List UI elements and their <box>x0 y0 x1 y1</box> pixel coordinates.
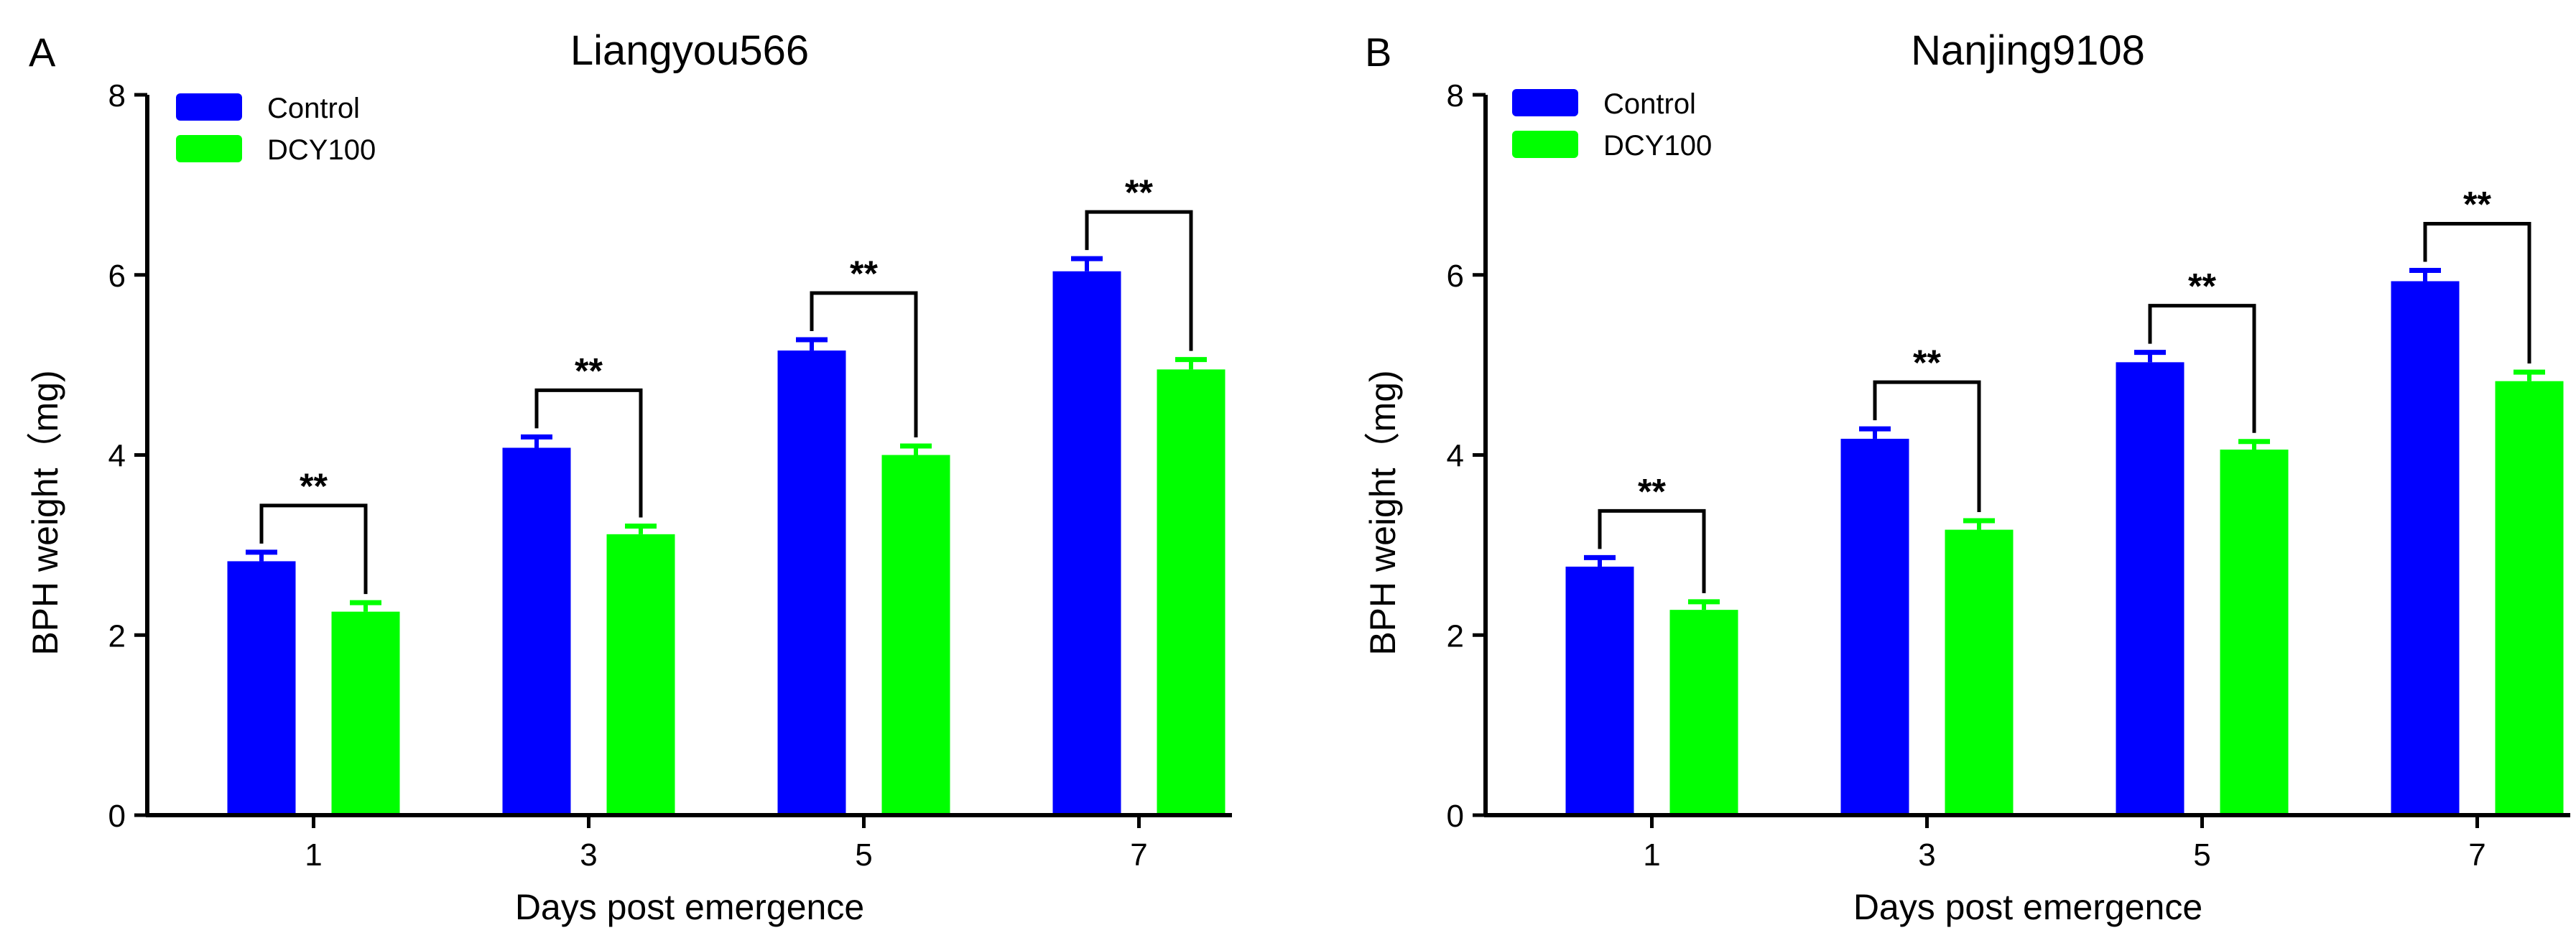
x-tick-label: 1 <box>305 837 322 873</box>
y-tick-label: 0 <box>108 799 126 834</box>
significance-bracket <box>2423 221 2531 364</box>
x-tick-label: 5 <box>855 837 872 873</box>
significance-bracket <box>1598 508 1706 593</box>
axes <box>145 95 1232 817</box>
bar-group <box>1565 267 2564 815</box>
y-tick-label: 8 <box>1447 78 1464 113</box>
bar-dcy100 <box>331 611 400 815</box>
panel-letter: B <box>1365 29 1391 75</box>
significance-label: ** <box>1125 172 1153 213</box>
y-tick-label: 6 <box>108 259 126 294</box>
y-tick-label: 2 <box>108 618 126 654</box>
legend: Control DCY100 <box>176 93 376 166</box>
x-axis-ticks: 1 3 5 7 <box>305 815 1148 873</box>
bar-dcy100 <box>881 455 950 815</box>
bar-control <box>777 350 846 815</box>
panel-letter: A <box>29 29 56 75</box>
y-axis-title: BPH weight（mg) <box>1363 370 1403 655</box>
bar-dcy100 <box>1945 529 2014 815</box>
significance-bracket <box>810 291 918 437</box>
legend-swatch-control <box>176 93 242 121</box>
significance-label: ** <box>850 254 878 294</box>
legend-label-control: Control <box>1603 88 1696 120</box>
significance-label: ** <box>1913 343 1941 383</box>
y-tick-label: 2 <box>1447 618 1464 654</box>
significance-label: ** <box>2463 184 2491 224</box>
y-axis-ticks: 0 2 4 6 8 <box>108 78 147 834</box>
y-axis-title: BPH weight（mg) <box>25 370 65 655</box>
significance-label: ** <box>1638 471 1666 511</box>
bar-control <box>502 447 571 815</box>
legend-swatch-dcy100 <box>1512 131 1578 158</box>
y-axis-ticks: 0 2 4 6 8 <box>1447 78 1486 834</box>
bar-control <box>1840 438 1909 815</box>
significance-brackets: ** ** ** ** <box>1598 184 2531 593</box>
significance-bracket <box>259 503 368 595</box>
bar-dcy100 <box>2495 381 2564 815</box>
bar-dcy100 <box>1669 610 1738 815</box>
significance-bracket <box>534 388 643 518</box>
legend-swatch-control <box>1512 89 1578 116</box>
legend-label-control: Control <box>267 93 360 124</box>
legend-label-dcy100: DCY100 <box>1603 130 1712 162</box>
x-axis-title: Days post emergence <box>1853 887 2202 927</box>
y-tick-label: 4 <box>108 439 126 474</box>
bar-control <box>227 561 296 815</box>
y-tick-label: 6 <box>1447 259 1464 294</box>
x-tick-label: 3 <box>580 837 597 873</box>
bar-group <box>227 256 1226 815</box>
x-tick-label: 1 <box>1643 837 1660 873</box>
bar-control <box>2116 362 2184 815</box>
bar-control <box>2391 281 2460 815</box>
axes <box>1483 95 2570 817</box>
legend-label-dcy100: DCY100 <box>267 134 376 166</box>
legend-swatch-dcy100 <box>176 135 242 162</box>
chart-title: Nanjing9108 <box>1911 27 2145 74</box>
chart-panel-a: A Liangyou566 BPH weight（mg) Days post e… <box>25 27 1232 927</box>
y-tick-label: 0 <box>1447 799 1464 834</box>
chart-panel-b: B Nanjing9108 BPH weight（mg) Days post e… <box>1363 27 2570 927</box>
bar-control <box>1052 271 1121 815</box>
x-axis-ticks: 1 3 5 7 <box>1643 815 2486 873</box>
y-tick-label: 4 <box>1447 439 1464 474</box>
chart-title: Liangyou566 <box>570 27 809 74</box>
x-axis-title: Days post emergence <box>515 887 864 927</box>
significance-label: ** <box>300 466 328 506</box>
significance-bracket <box>1085 210 1193 351</box>
significance-brackets: ** ** ** ** <box>259 172 1193 595</box>
x-tick-label: 3 <box>1918 837 1935 873</box>
x-tick-label: 5 <box>2193 837 2210 873</box>
legend: Control DCY100 <box>1512 88 1712 162</box>
bar-dcy100 <box>606 534 675 815</box>
bar-control <box>1565 566 1634 815</box>
significance-label: ** <box>2188 266 2216 307</box>
x-tick-label: 7 <box>2468 837 2485 873</box>
y-tick-label: 8 <box>108 78 126 113</box>
significance-bracket <box>2148 304 2256 433</box>
significance-label: ** <box>575 350 603 391</box>
significance-bracket <box>1873 380 1981 513</box>
bar-dcy100 <box>1157 369 1226 815</box>
x-tick-label: 7 <box>1130 837 1147 873</box>
bar-dcy100 <box>2220 449 2289 815</box>
